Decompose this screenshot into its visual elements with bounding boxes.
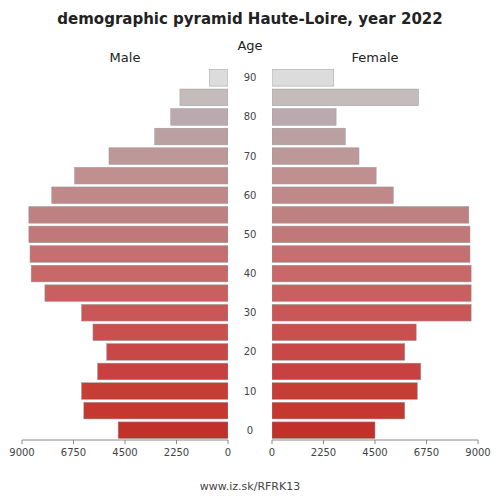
bar [82,304,228,321]
bar [84,402,228,419]
bar [272,383,417,400]
y-tick-label: 80 [244,111,257,122]
x-tick-label: 2250 [311,447,336,458]
bar [272,324,416,341]
bar [29,207,228,224]
x-tick [73,440,74,444]
bar [31,265,228,282]
x-tick [22,440,23,444]
x-tick [323,440,324,444]
x-tick-label: 0 [269,447,275,458]
x-tick-label: 6750 [414,447,439,458]
bar [29,226,228,243]
x-tick [272,440,273,444]
axis-label: Age [237,38,262,53]
bar [272,148,359,165]
bar [272,285,471,302]
y-tick-label: 30 [244,307,257,318]
bar [272,246,470,263]
bar [272,89,418,106]
bar [272,128,345,145]
y-tick-label: 50 [244,229,257,240]
bar [171,109,228,126]
x-tick-label: 9000 [465,447,490,458]
bar [180,89,228,106]
x-tick-label: 2250 [164,447,189,458]
y-tick-label: 20 [244,346,257,357]
x-tick [375,440,376,444]
bar [272,187,393,204]
bar [155,128,228,145]
bar [272,402,405,419]
y-tick-label: 90 [244,72,257,83]
bar [272,207,469,224]
bar [272,69,334,86]
bar [272,167,376,184]
bar [98,363,228,380]
bar [82,383,228,400]
y-tick-label: 10 [244,386,257,397]
bar [210,69,228,86]
bar [109,148,228,165]
y-tick-label: 70 [244,151,257,162]
x-tick-label: 0 [225,447,231,458]
y-tick-label: 60 [244,190,257,201]
bar [272,422,375,439]
bar [272,226,470,243]
bars [29,69,228,438]
chart: demographic pyramid Haute-Loire, year 20… [0,0,500,500]
bar [75,167,228,184]
y-tick-label: 40 [244,268,257,279]
panel-header: Female [351,50,398,65]
panel-header: Male [110,50,141,65]
bar [272,363,421,380]
annotation: www.iz.sk/RFRK13 [200,480,300,493]
x-tick-label: 9000 [9,447,34,458]
x-tick [426,440,427,444]
x-tick-label: 6750 [61,447,86,458]
x-tick [176,440,177,444]
bar [272,344,405,361]
x-tick-label: 4500 [362,447,387,458]
x-tick [125,440,126,444]
bar [52,187,228,204]
bar [45,285,228,302]
x-tick-label: 4500 [112,447,137,458]
bars [272,69,471,438]
bar [272,109,336,126]
title: demographic pyramid Haute-Loire, year 20… [57,10,442,28]
bar [272,265,471,282]
bar [107,344,228,361]
y-tick-label: 0 [247,425,253,436]
bar [118,422,228,439]
bar [30,246,228,263]
bar [93,324,228,341]
bar [272,304,471,321]
x-tick [228,440,229,444]
x-tick [478,440,479,444]
